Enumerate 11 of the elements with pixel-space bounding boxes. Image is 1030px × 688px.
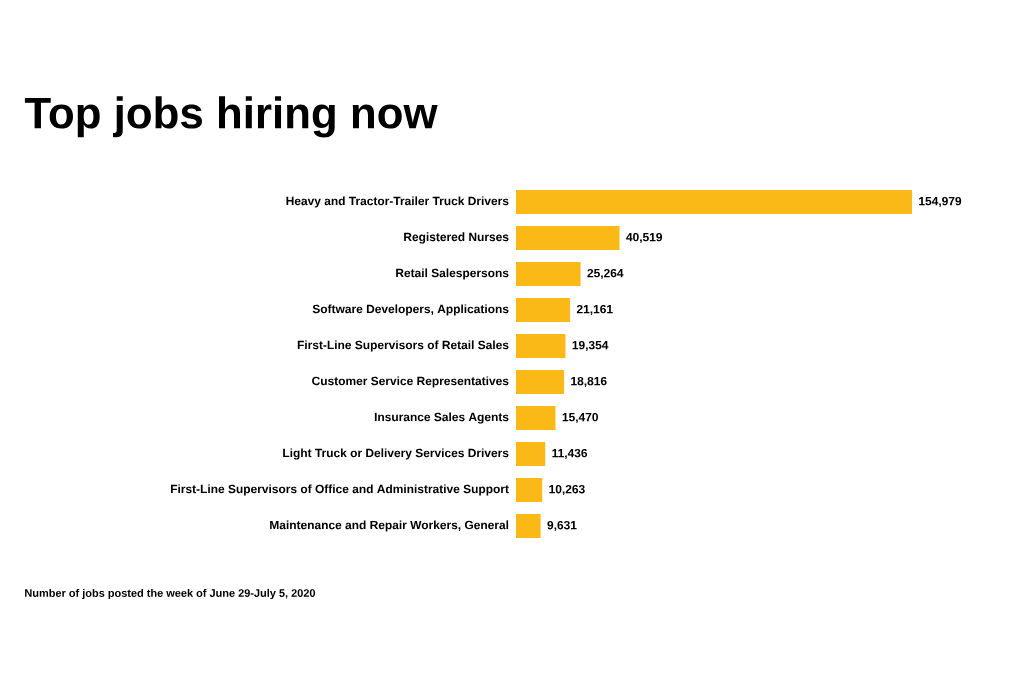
bar [516,189,913,214]
bar [516,261,581,286]
bar [516,478,543,502]
chart-title: Top jobs hiring now [24,96,438,138]
bar [516,370,565,394]
bar [516,406,556,430]
bar [516,442,546,466]
bar [516,225,620,250]
bar [516,514,541,538]
bar [516,333,566,358]
bar [516,297,571,322]
